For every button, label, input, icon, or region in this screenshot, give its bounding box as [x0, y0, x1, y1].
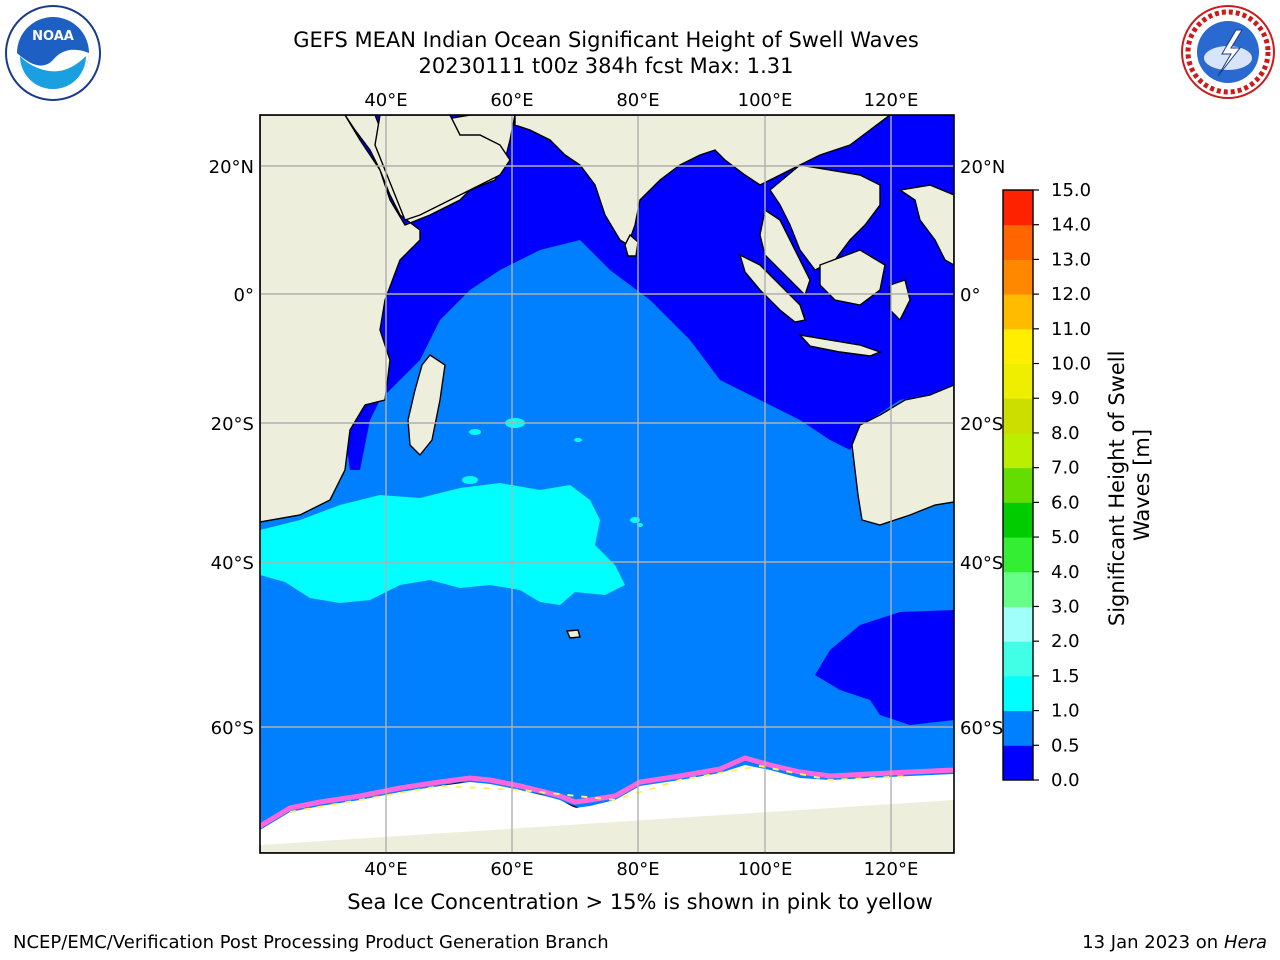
colorbar-swatch: [1003, 502, 1033, 538]
chart-title: GEFS MEAN Indian Ocean Significant Heigh…: [293, 28, 919, 52]
footer-host: Hera: [1223, 932, 1267, 953]
lon-label-bottom-120e: 120°E: [864, 859, 919, 880]
lon-label-top-40e: 40°E: [364, 90, 407, 111]
colorbar-frame: [1002, 189, 1034, 781]
land-arabia: [374, 115, 511, 221]
land-indochina-east: [769, 164, 881, 271]
colorbar-tick-label: 8.0: [1051, 423, 1080, 444]
colorbar-tick-label: 2.0: [1051, 631, 1080, 652]
colorbar-tick-label: 3.0: [1051, 596, 1080, 617]
land-kerguelen: [565, 629, 581, 639]
ocean-high-swell: [260, 483, 625, 605]
lat-label-right-20s: 20°S: [960, 414, 1003, 435]
land-java: [798, 333, 882, 357]
colorbar-swatch: [1003, 190, 1033, 226]
land-sumatra: [738, 253, 806, 323]
lon-label-bottom-40e: 40°E: [364, 859, 407, 880]
colorbar-swatch: [1003, 259, 1033, 295]
lat-label-left-20n: 20°N: [209, 157, 254, 178]
map-frame: [259, 114, 955, 854]
lat-label-left-60s: 60°S: [211, 718, 254, 739]
land-sri-lanka: [624, 233, 639, 257]
sea-ice-white: [260, 765, 954, 845]
graticule: [260, 115, 954, 853]
land-indochina: [759, 208, 811, 297]
colorbar-tick-label: 5.0: [1051, 527, 1080, 548]
colorbar-swatch: [1003, 328, 1033, 365]
lon-label-bottom-100e: 100°E: [738, 859, 793, 880]
footer-date: 13 Jan 2023 on Hera: [1082, 932, 1267, 953]
chart-subtitle: 20230111 t00z 384h fcst Max: 1.31: [418, 54, 794, 78]
land-australia: [851, 384, 954, 526]
colorbar-tick-label: 13.0: [1051, 249, 1091, 270]
lat-label-left-20s: 20°S: [211, 414, 254, 435]
sea-ice-edge: [260, 755, 954, 829]
sea-ice-caption: Sea Ice Concentration > 15% is shown in …: [347, 890, 933, 914]
lon-label-top-60e: 60°E: [490, 90, 533, 111]
colorbar-tick-label: 12.0: [1051, 284, 1091, 305]
lat-label-right-40s: 40°S: [960, 553, 1003, 574]
nws-logo: [1181, 5, 1275, 99]
lat-label-right-0: 0°: [960, 285, 980, 306]
colorbar-swatch: [1003, 363, 1033, 399]
colorbar-ticks: 0.0 0.5 1.0 1.5 2.0 3.0 4.0 5.0 6.0 7.0 8.0 9.0 10.0…: [1033, 180, 1091, 791]
colorbar-tick-label: 0.0: [1051, 770, 1080, 791]
ocean-low-swell-south: [815, 610, 954, 725]
land-borneo: [819, 249, 886, 306]
lon-label-top-100e: 100°E: [738, 90, 793, 111]
colorbar-swatch: [1003, 606, 1033, 642]
lat-label-right-20n: 20°N: [960, 157, 1005, 178]
colorbar-tick-label: 9.0: [1051, 388, 1080, 409]
colorbar-tick-label: 14.0: [1051, 215, 1091, 236]
lat-label-left-0: 0°: [234, 285, 254, 306]
ocean-high-swell-speckles: [462, 418, 643, 527]
colorbar-tick-label: 15.0: [1051, 180, 1091, 201]
colorbar-swatch: [1003, 467, 1033, 503]
footer-date-text: 13 Jan 2023 on: [1082, 932, 1224, 953]
colorbar-swatch: [1003, 537, 1033, 573]
colorbar-swatch: [1003, 675, 1033, 712]
colorbar-swatch: [1003, 641, 1033, 677]
colorbar-swatch: [1003, 398, 1033, 434]
colorbar-tick-label: 7.0: [1051, 458, 1080, 479]
land-madagascar: [407, 354, 446, 457]
colorbar-tick-label: 1.5: [1051, 666, 1080, 687]
land-india: [514, 115, 892, 247]
lon-label-top-120e: 120°E: [864, 90, 919, 111]
colorbar-swatch: [1003, 710, 1033, 746]
land-sulawesi: [889, 279, 911, 322]
colorbar-tick-label: 6.0: [1051, 492, 1080, 513]
colorbar-tick-label: 0.5: [1051, 735, 1080, 756]
colorbar-tick-label: 10.0: [1051, 354, 1091, 375]
footer-credit: NCEP/EMC/Verification Post Processing Pr…: [13, 932, 609, 953]
colorbar: [1002, 189, 1034, 781]
colorbar-swatch: [1003, 745, 1033, 781]
noaa-logo-text: NOAA: [32, 29, 74, 44]
land-islands-east: [898, 184, 954, 266]
colorbar-label: Significant Height of Swell Waves [m]: [1105, 344, 1154, 626]
colorbar-tick-label: 11.0: [1051, 319, 1091, 340]
lon-label-bottom-60e: 60°E: [490, 859, 533, 880]
colorbar-swatch: [1003, 571, 1033, 607]
lat-label-right-60s: 60°S: [960, 718, 1003, 739]
colorbar-tick-label: 1.0: [1051, 701, 1080, 722]
lat-label-left-40s: 40°S: [211, 553, 254, 574]
lon-label-bottom-80e: 80°E: [616, 859, 659, 880]
colorbar-swatch: [1003, 294, 1033, 330]
colorbar-swatch: [1003, 432, 1033, 469]
colorbar-tick-label: 4.0: [1051, 562, 1080, 583]
colorbar-label-line2: Waves [m]: [1130, 429, 1154, 541]
lon-label-top-80e: 80°E: [616, 90, 659, 111]
colorbar-label-line1: Significant Height of Swell: [1105, 351, 1129, 627]
colorbar-swatch: [1003, 224, 1033, 260]
map: 40°E 60°E 80°E 100°E 120°E 40°E 60°E 80°…: [209, 90, 1154, 880]
noaa-logo: NOAA: [5, 5, 101, 101]
